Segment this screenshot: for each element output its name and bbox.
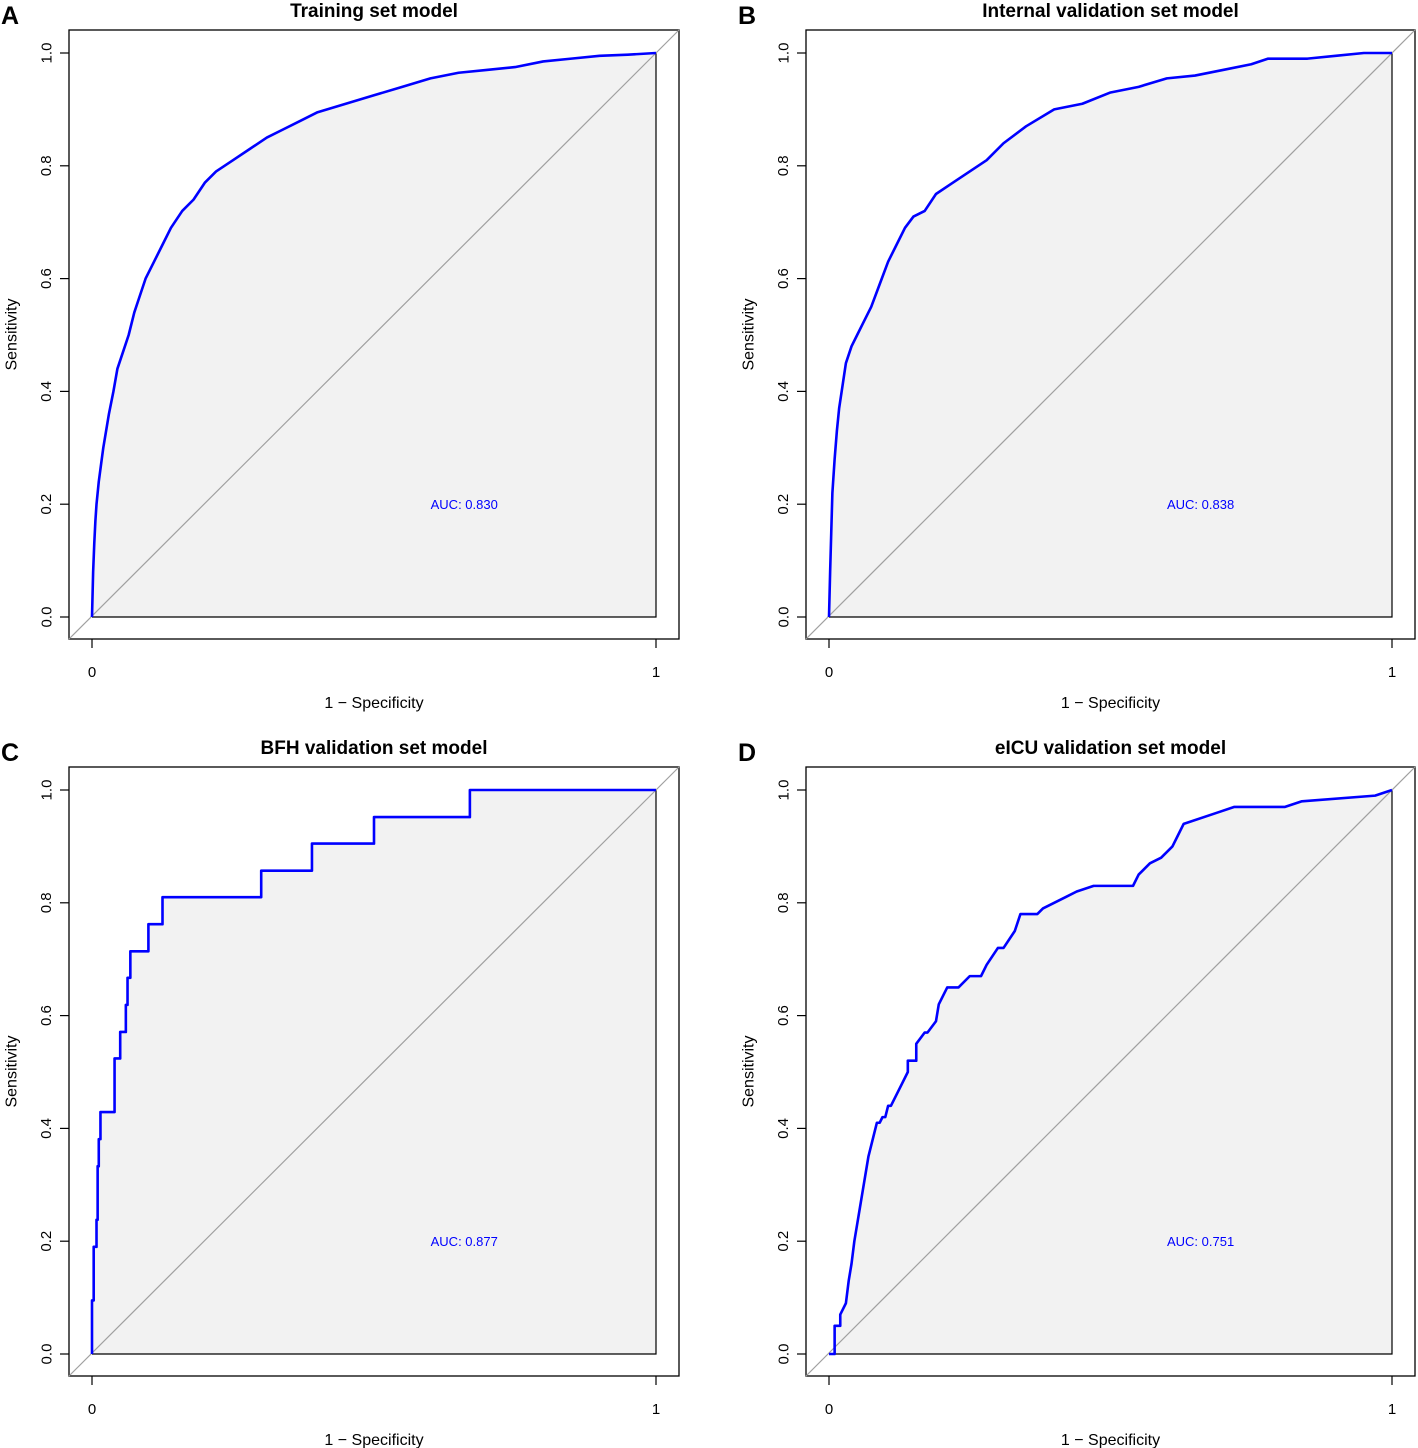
y-tick-label: 0.2 <box>775 494 792 515</box>
x-axis-label: 1 − Specificity <box>324 1432 423 1448</box>
x-tick-label: 0 <box>825 664 833 681</box>
panel-label: D <box>738 739 756 767</box>
auc-label: AUC: 0.838 <box>1167 497 1234 512</box>
roc-panel-d: 0.0 0.2 0.4 0.6 0.8 1.0 0 1 1 − Specificity Sensi… <box>738 738 1416 1448</box>
y-tick-label: 0.8 <box>775 155 792 176</box>
x-axis-label: 1 − Specificity <box>324 695 423 712</box>
roc-curve <box>90 51 657 618</box>
auc-region-border <box>829 790 1393 1355</box>
panel-label: A <box>1 2 19 30</box>
panel-label: B <box>738 2 756 30</box>
diagonal-reference-line <box>68 29 680 640</box>
x-tick-label: 1 <box>1388 664 1396 681</box>
roc-curve <box>829 788 1393 1356</box>
plot-box <box>805 766 1416 1377</box>
x-tick-label: 1 <box>652 664 660 681</box>
y-tick-label: 1.0 <box>38 43 55 64</box>
roc-panel-a: 0.0 0.2 0.4 0.6 0.8 1.0 0 1 1 − Specificity Sensi… <box>1 1 680 712</box>
plot-box <box>68 766 680 1377</box>
chart-title: BFH validation set model <box>261 738 488 759</box>
diagonal-reference-line <box>805 766 1416 1377</box>
x-tick-label: 0 <box>88 1401 96 1418</box>
y-tick-label: 0.6 <box>775 1005 792 1026</box>
auc-region-border <box>92 53 657 618</box>
roc-panel-c: 0.0 0.2 0.4 0.6 0.8 1.0 0 1 1 − Specificity Sensi… <box>1 738 680 1448</box>
diagonal-reference-line <box>68 766 680 1377</box>
y-axis-label: Sensitivity <box>4 1035 21 1107</box>
roc-curve <box>827 51 1392 618</box>
panel-label: C <box>1 739 19 767</box>
x-axis-label: 1 − Specificity <box>1061 1432 1160 1448</box>
plot-box <box>68 29 680 640</box>
y-tick-label: 0.6 <box>38 268 55 289</box>
chart-title: Internal validation set model <box>982 1 1239 22</box>
x-tick-label: 0 <box>825 1401 833 1418</box>
y-tick-label: 0.0 <box>38 1344 55 1365</box>
y-tick-label: 0.8 <box>775 892 792 913</box>
y-tick-label: 0.4 <box>775 381 792 402</box>
y-tick-label: 0.2 <box>775 1231 792 1252</box>
y-tick-label: 0.8 <box>38 155 55 176</box>
plot-box <box>805 29 1416 640</box>
y-tick-label: 0.8 <box>38 892 55 913</box>
y-axis-label: Sensitivity <box>4 298 21 370</box>
y-tick-label: 0.6 <box>775 268 792 289</box>
y-tick-label: 0.2 <box>38 494 55 515</box>
diagonal-reference-line <box>805 29 1416 640</box>
y-tick-label: 0.4 <box>775 1118 792 1139</box>
y-tick-label: 1.0 <box>775 43 792 64</box>
y-tick-label: 0.0 <box>775 607 792 628</box>
y-tick-label: 1.0 <box>38 780 55 801</box>
chart-title: eICU validation set model <box>995 738 1226 759</box>
roc-panel-b: 0.0 0.2 0.4 0.6 0.8 1.0 0 1 1 − Specificity Sensi… <box>738 1 1416 712</box>
y-tick-label: 0.6 <box>38 1005 55 1026</box>
x-tick-label: 1 <box>652 1401 660 1418</box>
auc-region-border <box>829 53 1393 618</box>
y-axis-label: Sensitivity <box>741 1035 758 1107</box>
y-tick-label: 0.0 <box>38 607 55 628</box>
y-tick-label: 0.2 <box>38 1231 55 1252</box>
x-axis-label: 1 − Specificity <box>1061 695 1160 712</box>
x-tick-label: 0 <box>88 664 96 681</box>
auc-label: AUC: 0.877 <box>431 1234 498 1249</box>
auc-label: AUC: 0.830 <box>431 497 498 512</box>
y-tick-label: 0.0 <box>775 1344 792 1365</box>
y-axis-label: Sensitivity <box>741 298 758 370</box>
auc-label: AUC: 0.751 <box>1167 1234 1234 1249</box>
auc-region-border <box>92 790 657 1355</box>
y-tick-label: 1.0 <box>775 780 792 801</box>
y-tick-label: 0.4 <box>38 1118 55 1139</box>
y-tick-label: 0.4 <box>38 381 55 402</box>
chart-title: Training set model <box>290 1 458 22</box>
x-tick-label: 1 <box>1388 1401 1396 1418</box>
roc-curve <box>90 788 656 1354</box>
